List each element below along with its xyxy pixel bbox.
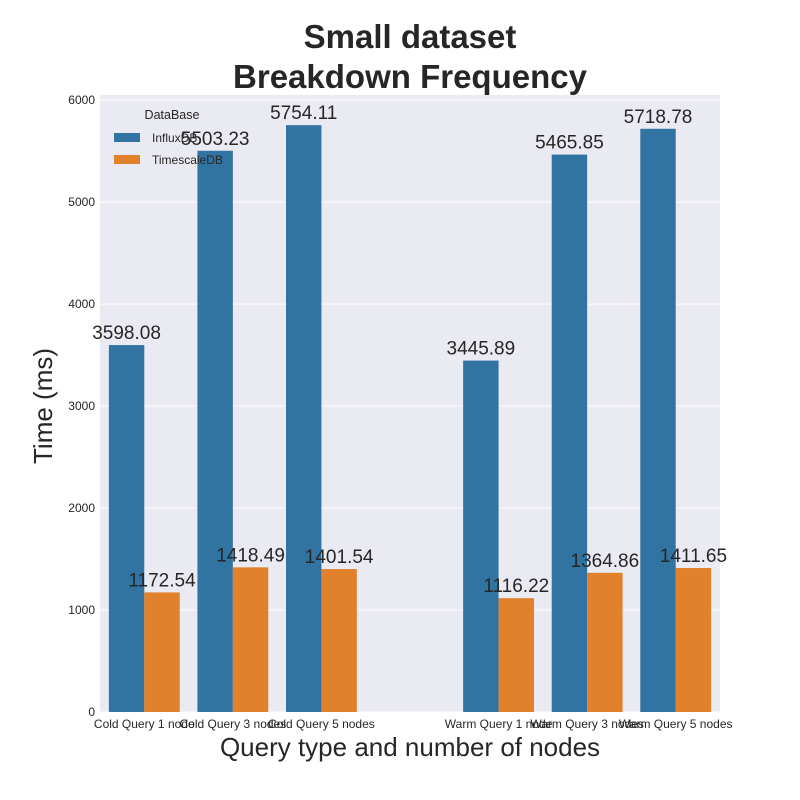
legend-label-timescaledb: TimescaleDB xyxy=(152,153,223,167)
x-tick-label: Cold Query 5 nodes xyxy=(268,717,375,731)
bars xyxy=(108,125,712,713)
y-tick-label: 2000 xyxy=(68,501,95,515)
bar-influxdb xyxy=(197,150,233,713)
y-tick-label: 0 xyxy=(88,705,95,719)
bar-influxdb xyxy=(640,128,676,713)
bar-value-label: 5718.78 xyxy=(624,107,693,128)
bar-value-labels: 3598.08 5503.23 5754.11 3445.89 5465.85 5718.… xyxy=(92,103,727,597)
bar-value-label: 3598.08 xyxy=(92,323,161,344)
plot-area xyxy=(100,95,720,712)
bar-value-label: 1401.54 xyxy=(305,547,374,568)
bar-value-label: 5503.23 xyxy=(181,129,250,150)
legend-title: DataBase xyxy=(145,108,200,122)
bar-value-label: 5465.85 xyxy=(535,133,604,154)
chart-title-line-1: Small dataset xyxy=(304,18,517,55)
bar-value-label: 1172.54 xyxy=(128,570,196,591)
x-tick-label: Warm Query 3 nodes xyxy=(530,717,644,731)
bar-timescaledb xyxy=(144,592,180,712)
bar-value-label: 1418.49 xyxy=(216,545,285,566)
bar-value-label: 1364.86 xyxy=(571,551,640,572)
bar-timescaledb xyxy=(232,567,269,712)
x-tick-label: Warm Query 5 nodes xyxy=(619,717,733,731)
legend-swatch-influxdb xyxy=(114,133,140,142)
bar-influxdb xyxy=(463,360,499,712)
legend: DataBase InfluxDB TimescaleDB xyxy=(114,108,223,167)
bar-value-label: 1116.22 xyxy=(483,576,549,597)
bar-timescaledb xyxy=(498,598,534,712)
chart-title-line-2: Breakdown Frequency xyxy=(233,58,588,95)
bar-value-label: 1411.65 xyxy=(660,546,727,567)
x-axis-label: Query type and number of nodes xyxy=(220,732,600,762)
x-tick-label: Cold Query 1 node xyxy=(94,717,195,731)
bar-influxdb xyxy=(108,345,145,712)
bar-influxdb xyxy=(551,154,588,713)
x-tick-label: Warm Query 1 node xyxy=(445,717,553,731)
legend-label-influxdb: InfluxDB xyxy=(152,131,197,145)
y-tick-label: 4000 xyxy=(68,297,95,311)
bar-timescaledb xyxy=(675,568,712,712)
x-tick-label: Cold Query 3 nodes xyxy=(179,717,286,731)
bar-timescaledb xyxy=(321,569,357,712)
bar-timescaledb xyxy=(587,572,623,712)
y-tick-label: 3000 xyxy=(68,399,95,413)
y-tick-label: 5000 xyxy=(68,195,95,209)
bar-influxdb xyxy=(286,125,322,712)
y-tick-label: 6000 xyxy=(68,93,95,107)
y-axis-label: Time (ms) xyxy=(28,348,58,464)
legend-swatch-timescaledb xyxy=(114,155,140,164)
bar-value-label: 5754.11 xyxy=(270,103,337,124)
y-tick-labels: 0 1000 2000 3000 4000 5000 6000 xyxy=(68,93,95,719)
y-tick-label: 1000 xyxy=(68,603,95,617)
bar-value-label: 3445.89 xyxy=(447,339,516,360)
